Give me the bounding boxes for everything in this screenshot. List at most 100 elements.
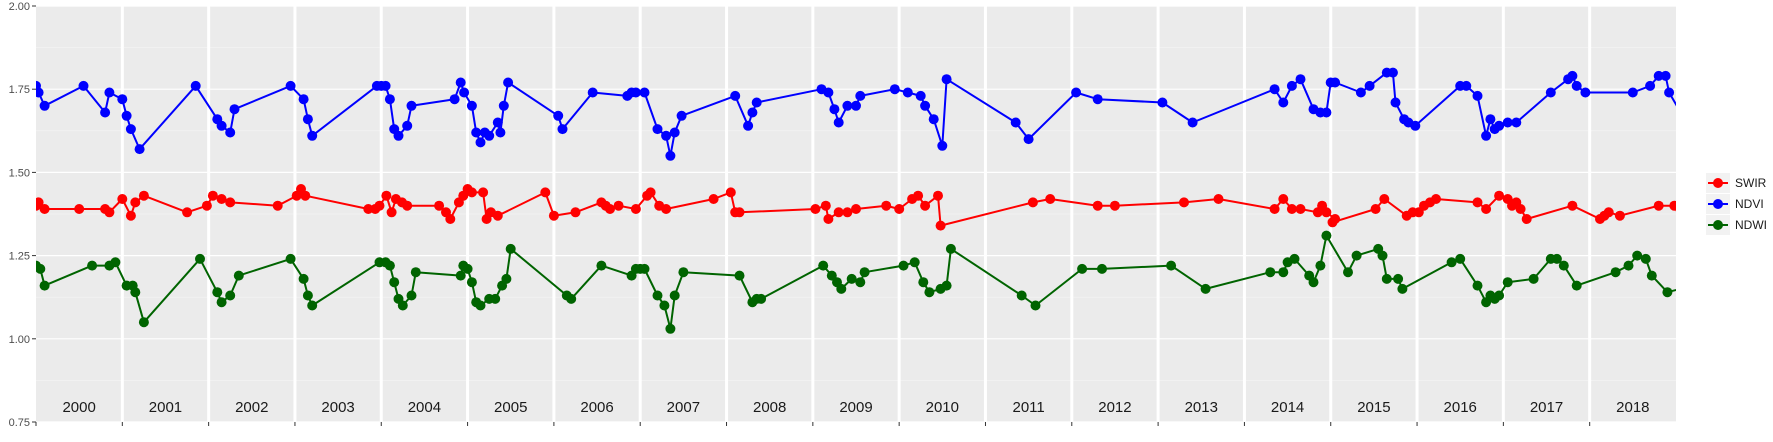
- ndwi-point: [1662, 287, 1673, 298]
- swir-point: [1614, 210, 1625, 221]
- year-label: 2016: [1444, 399, 1477, 416]
- ndvi-point: [307, 130, 318, 141]
- swir-point: [1515, 204, 1526, 214]
- ndvi-point: [117, 94, 128, 105]
- ndvi-point: [553, 110, 564, 121]
- swir-point: [207, 190, 218, 201]
- ndwi-point: [1472, 280, 1483, 291]
- swir-point: [1567, 200, 1578, 211]
- ndwi-point: [389, 277, 400, 288]
- swir-point: [1370, 204, 1381, 214]
- swir-point: [1603, 207, 1614, 218]
- ndwi-point: [455, 270, 466, 281]
- legend-key-point: [1713, 220, 1723, 230]
- ndvi-point: [216, 120, 227, 131]
- ndwi-point: [678, 267, 689, 278]
- series-ndvi: [36, 67, 1767, 161]
- ndwi-point: [1446, 257, 1457, 268]
- ndwi-point: [1265, 267, 1276, 278]
- swir-point: [605, 204, 615, 214]
- ndwi-point: [466, 277, 477, 288]
- ndvi-point: [484, 130, 495, 141]
- ndvi-point: [229, 104, 240, 115]
- swir-point: [1027, 197, 1038, 208]
- ndwi-point: [1308, 277, 1319, 288]
- ndwi-point: [1315, 260, 1326, 271]
- swir-point: [374, 200, 385, 211]
- swir-point: [630, 204, 641, 214]
- swir-point: [138, 190, 149, 201]
- ndvi-point: [1494, 120, 1505, 131]
- ndvi-point: [466, 100, 477, 111]
- ndwi-point: [1558, 260, 1569, 271]
- ndvi-point: [1295, 74, 1306, 85]
- ndwi-point: [225, 290, 236, 301]
- year-label: 2000: [62, 399, 95, 416]
- series-swir: [36, 184, 1676, 231]
- swir-point: [39, 204, 50, 214]
- ndwi-point: [1016, 290, 1027, 301]
- ndvi-point: [855, 90, 866, 101]
- ndwi-point: [1278, 267, 1289, 278]
- ndwi-point: [734, 270, 745, 281]
- ndwi-point: [1393, 273, 1404, 284]
- ndvi-point: [937, 140, 948, 151]
- ndwi-point: [110, 257, 121, 268]
- ndwi-point: [1571, 280, 1582, 291]
- ndwi-point: [1646, 270, 1657, 281]
- ndwi-point: [1200, 283, 1211, 294]
- ndwi-point: [1502, 277, 1513, 288]
- ndvi-point: [652, 124, 663, 135]
- series-ndwi: [36, 230, 1759, 334]
- ndvi-point: [661, 130, 672, 141]
- swir-point: [1327, 217, 1338, 228]
- ndwi-point: [1097, 263, 1107, 274]
- year-label: 2014: [1271, 399, 1304, 416]
- swir-point: [36, 197, 44, 208]
- ndvi-point: [676, 110, 687, 121]
- ndwi-point: [945, 243, 956, 254]
- swir-point: [1045, 194, 1056, 204]
- ndwi-point: [1351, 250, 1362, 261]
- swir-point: [1286, 204, 1297, 214]
- swir-point: [1675, 206, 1676, 212]
- legend-label-ndvi: NDVI: [1735, 197, 1764, 211]
- swir-point: [881, 200, 892, 211]
- ndvi-point: [1757, 81, 1767, 91]
- swir-point: [402, 200, 413, 211]
- ndvi-point: [630, 87, 641, 98]
- ndwi-point: [898, 260, 909, 271]
- swir-point: [1278, 194, 1289, 204]
- ndvi-point: [78, 80, 89, 91]
- ndwi-point: [1623, 260, 1634, 271]
- y-tick-label: 1.75: [9, 84, 30, 96]
- ndvi-point: [1580, 87, 1591, 98]
- swir-point: [661, 204, 672, 214]
- ndvi-point: [1023, 134, 1034, 145]
- ndvi-point: [455, 77, 466, 88]
- year-label: 2011: [1012, 399, 1044, 416]
- swir-point: [130, 197, 141, 208]
- swir-point: [1521, 214, 1532, 224]
- year-label: 2013: [1185, 399, 1218, 416]
- swir-point: [708, 194, 719, 204]
- swir-point: [1653, 200, 1664, 211]
- ndvi-point: [1355, 87, 1366, 98]
- swir-point: [125, 210, 136, 221]
- ndvi-point: [665, 150, 676, 161]
- ndvi-point: [1461, 80, 1472, 91]
- swir-point: [823, 214, 834, 224]
- ndwi-point: [1343, 267, 1353, 278]
- ndwi-point: [909, 257, 920, 268]
- ndvi-point: [285, 80, 296, 91]
- ndwi-point: [1749, 261, 1759, 271]
- ndwi-point: [859, 267, 870, 278]
- ndvi-point: [475, 137, 486, 148]
- ndvi-point: [751, 97, 762, 108]
- swir-point: [1321, 207, 1332, 218]
- ndwi-point: [138, 317, 149, 328]
- ndvi-point: [1071, 87, 1082, 98]
- ndwi-point: [475, 300, 486, 311]
- year-label: 2001: [149, 399, 182, 416]
- y-tick-label: 2.00: [9, 1, 30, 13]
